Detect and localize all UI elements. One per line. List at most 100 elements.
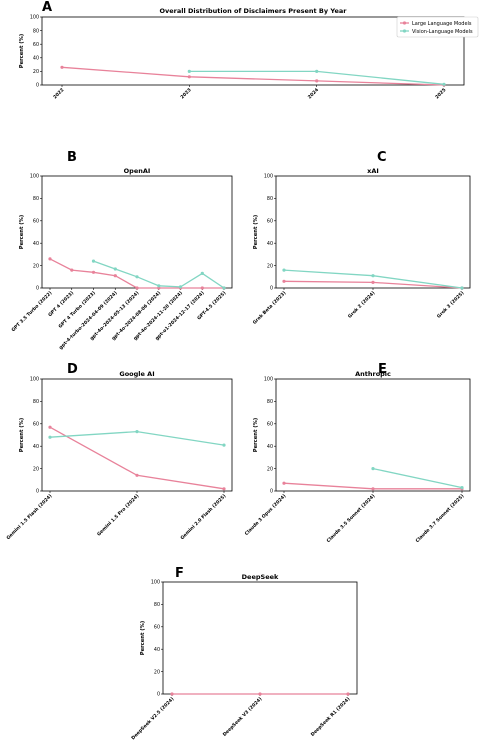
series-line-llm — [49, 426, 225, 490]
data-point-vlm — [48, 435, 52, 439]
x-tick-label: Gemini 1.5 Pro (2024) — [96, 493, 140, 537]
data-point-vlm — [135, 275, 139, 279]
plot-frame — [41, 175, 233, 289]
y-axis-label: Percent (%) — [19, 34, 25, 68]
x-tick-label: Grok 2 (2024) — [347, 290, 376, 319]
data-point-vlm — [222, 443, 226, 447]
data-point-llm — [135, 473, 139, 477]
data-point-vlm — [282, 268, 286, 272]
x-tick-label: Claude 3.5 Sonnet (2024) — [326, 493, 377, 544]
x-tick-label: 2023 — [179, 87, 192, 100]
panel-letter: E — [378, 362, 387, 377]
data-point-vlm — [371, 467, 375, 471]
data-point-vlm — [222, 286, 226, 290]
y-axis-label: Percent (%) — [140, 621, 146, 655]
data-point-vlm — [187, 69, 191, 73]
data-point-llm — [60, 65, 64, 69]
data-point-llm — [371, 487, 375, 491]
data-point-llm — [258, 692, 262, 696]
y-tick-label: 80 — [33, 399, 39, 405]
y-tick-label: 40 — [33, 56, 39, 62]
data-point-llm — [222, 487, 226, 491]
data-point-vlm — [91, 259, 96, 263]
data-point-llm — [113, 274, 117, 278]
data-point-llm — [135, 286, 139, 290]
x-tick-label: DeepSeek V3 (2024) — [222, 696, 264, 738]
plot-frame — [41, 16, 465, 86]
x-tick-label: DeepSeek V2.5 (2024) — [130, 696, 175, 741]
data-point-llm — [200, 286, 204, 290]
y-tick-label: 40 — [267, 241, 273, 247]
panel-letter: F — [175, 566, 184, 581]
y-tick-label: 80 — [33, 28, 39, 34]
data-point-vlm — [460, 286, 464, 290]
y-tick-label: 100 — [30, 174, 39, 180]
y-tick-label: 20 — [33, 263, 39, 269]
y-tick-label: 100 — [264, 174, 273, 180]
panel-f: F DeepSeek 0 20 40 60 80 100 Percent (%) DeepSeek… — [130, 566, 358, 741]
y-tick-label: 40 — [154, 647, 160, 653]
x-tick-label: DeepSeek R1 (2024) — [310, 696, 352, 738]
y-tick-label: 20 — [33, 466, 39, 472]
y-tick-label: 0 — [36, 286, 39, 292]
data-point-vlm — [371, 274, 375, 278]
plot-frame — [162, 581, 358, 695]
data-point-vlm — [178, 285, 183, 289]
series-line-llm — [49, 258, 224, 289]
y-tick-label: 40 — [33, 444, 39, 450]
x-tick-label: GPT 3.5 Turbo (2022) — [10, 290, 53, 333]
data-point-vlm — [200, 271, 204, 275]
y-axis-label: Percent (%) — [19, 418, 25, 452]
panel-letter: C — [377, 150, 387, 165]
y-tick-label: 60 — [267, 422, 273, 428]
plot-frame — [275, 378, 471, 492]
data-point-llm — [91, 270, 96, 274]
y-tick-label: 20 — [154, 669, 160, 675]
panel-a: A Overall Distribution of Disclaimers Pre… — [19, 0, 479, 100]
y-tick-label: 0 — [157, 692, 160, 698]
x-tick-label: GPT 4 Turbo (2023) — [57, 290, 96, 329]
x-tick-label: Grok Beta (2023) — [252, 290, 288, 326]
y-tick-label: 60 — [33, 219, 39, 225]
y-tick-label: 20 — [267, 466, 273, 472]
panel-letter: A — [42, 0, 52, 15]
y-tick-label: 20 — [33, 69, 39, 75]
legend-marker-vlm — [402, 29, 407, 33]
y-tick-label: 0 — [36, 489, 39, 495]
legend-label-vlm: Vision-Language Models — [412, 29, 473, 35]
legend-label-llm: Large Language Models — [412, 21, 472, 27]
data-point-llm — [346, 692, 350, 696]
y-tick-label: 80 — [33, 196, 39, 202]
data-point-llm — [170, 692, 174, 696]
y-tick-label: 0 — [270, 286, 273, 292]
series-line-llm — [61, 66, 445, 86]
y-tick-label: 100 — [30, 377, 39, 383]
legend-marker-llm — [402, 21, 407, 25]
data-point-llm — [371, 280, 375, 284]
data-point-llm — [70, 268, 74, 272]
data-point-llm — [48, 257, 52, 261]
panel-title: Anthropic — [355, 370, 391, 378]
data-point-llm — [315, 79, 319, 83]
panel-b: B OpenAI 0 20 40 60 80 100 Percent (%) GPT 3.5 Tu… — [10, 150, 233, 351]
y-tick-label: 0 — [270, 489, 273, 495]
data-point-llm — [187, 75, 191, 79]
y-tick-label: 100 — [30, 15, 39, 21]
x-tick-label: Grok 3 (2025) — [436, 290, 465, 319]
x-tick-label: 2022 — [52, 87, 65, 100]
panel-title: OpenAI — [124, 167, 151, 175]
x-tick-label: Claude 3 Opus (2024) — [244, 493, 288, 537]
panel-title: DeepSeek — [242, 573, 279, 581]
data-point-llm — [48, 425, 52, 429]
x-tick-label: Gemini 2.0 Flash (2025) — [179, 493, 227, 541]
y-tick-label: 20 — [267, 263, 273, 269]
series-line-vlm — [283, 269, 463, 289]
data-point-llm — [282, 481, 286, 485]
data-point-llm — [157, 286, 161, 290]
y-tick-label: 60 — [33, 42, 39, 48]
panel-letter: D — [67, 362, 78, 377]
y-tick-label: 100 — [264, 377, 273, 383]
y-tick-label: 60 — [154, 625, 160, 631]
